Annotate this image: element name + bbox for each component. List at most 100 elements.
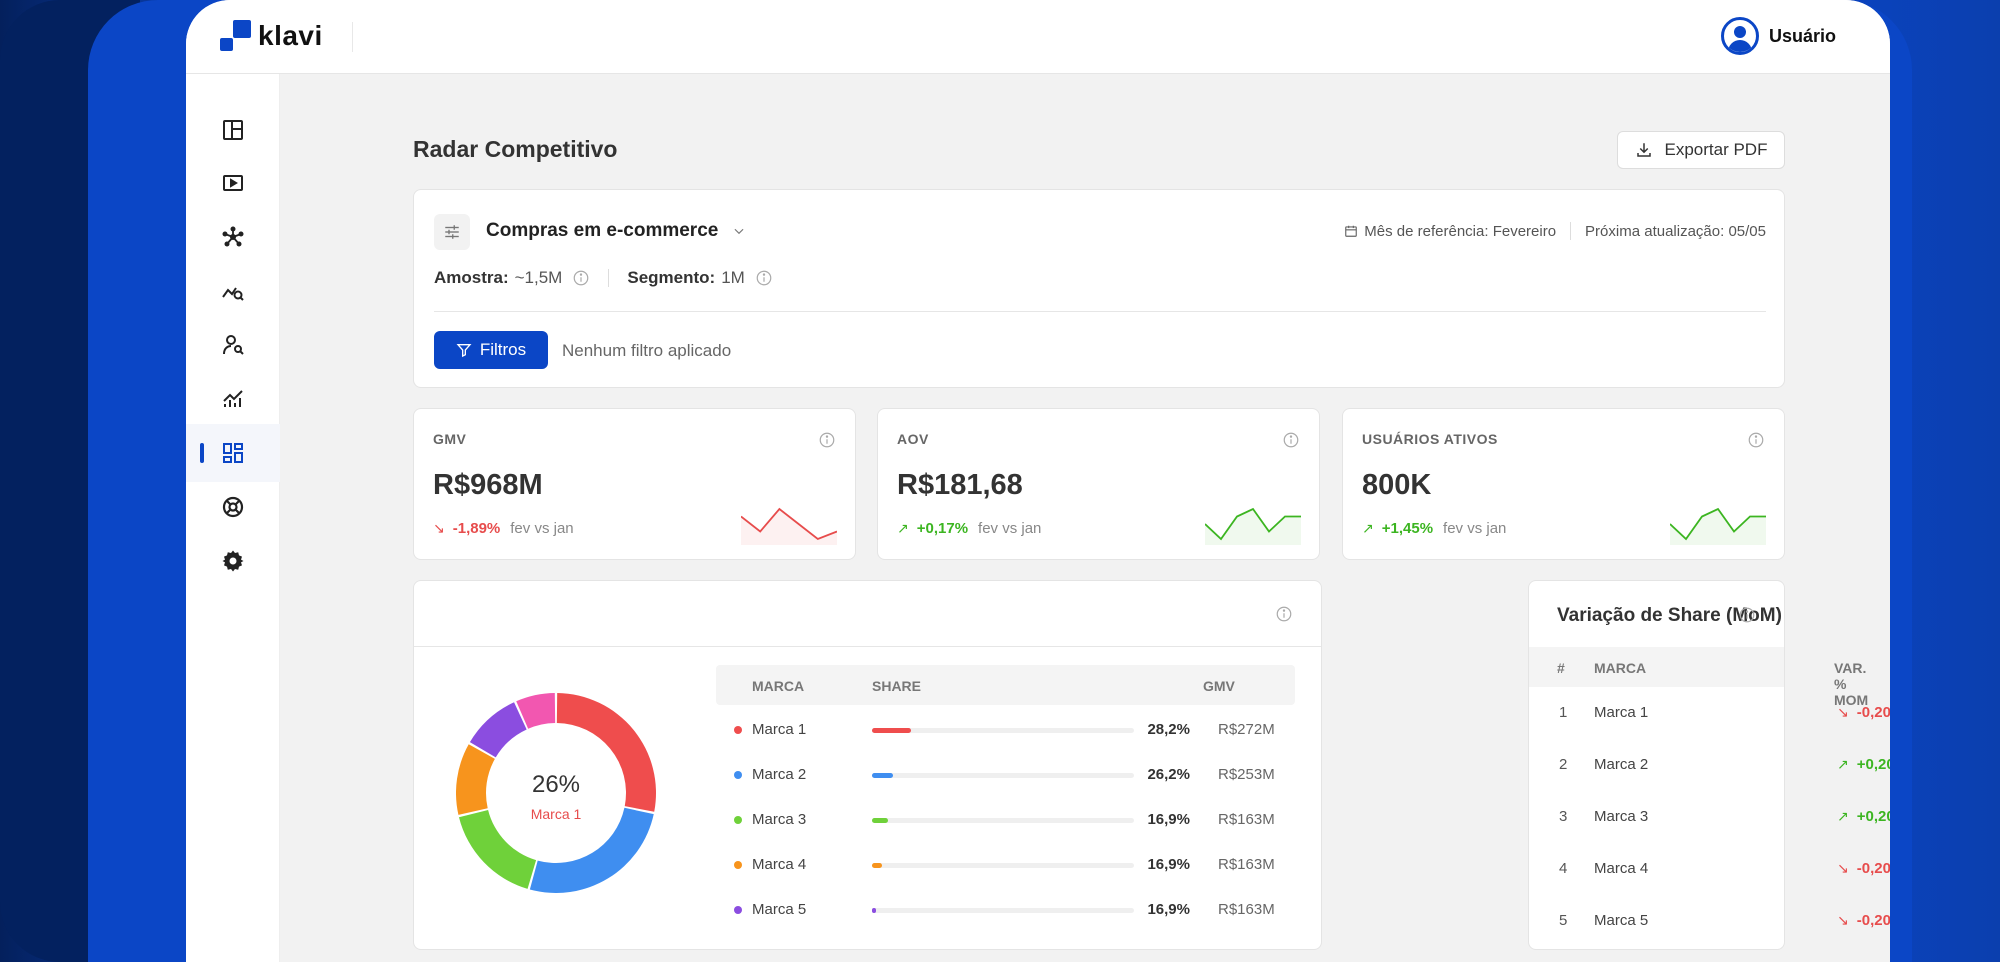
mom-variation-value: -0,20pp <box>1856 912 1890 929</box>
gmv-value: R$163M <box>1218 901 1275 918</box>
table-row[interactable]: 1 Marca 1 ↘ -0,20pp <box>1529 693 1890 733</box>
share-value: 16,9% <box>1147 811 1190 828</box>
donut-slice[interactable] <box>458 809 537 889</box>
trend-chart-icon <box>223 390 243 407</box>
sidebar-item-video[interactable] <box>186 154 280 212</box>
column-header-brand: MARCA <box>752 678 805 694</box>
export-pdf-button[interactable]: Exportar PDF <box>1617 131 1785 169</box>
info-icon[interactable] <box>818 431 836 449</box>
info-icon[interactable] <box>1747 431 1765 449</box>
mom-variation: ↘ -0,20pp <box>1837 860 1890 877</box>
sidebar-item-dashboard[interactable] <box>186 424 280 482</box>
table-row[interactable]: Marca 2 26,2% R$253M <box>716 755 1295 795</box>
divider <box>1570 222 1572 240</box>
table-row[interactable]: Marca 4 16,9% R$163M <box>716 845 1295 885</box>
table-row[interactable]: 5 Marca 5 ↘ -0,20pp <box>1529 901 1890 941</box>
table-row[interactable]: 2 Marca 2 ↗ +0,20pp <box>1529 745 1890 785</box>
share-bar <box>872 728 1134 733</box>
donut-slice[interactable] <box>556 693 656 812</box>
logo[interactable]: klavi <box>220 20 323 52</box>
sparkline <box>741 507 837 545</box>
donut-slice[interactable] <box>469 702 527 758</box>
info-icon[interactable] <box>1275 605 1293 623</box>
logo-icon <box>220 20 252 52</box>
brand-name: Marca 1 <box>752 721 807 738</box>
info-icon[interactable] <box>1282 431 1300 449</box>
row-index: 4 <box>1559 860 1568 877</box>
sidebar-item-trend[interactable] <box>186 370 280 428</box>
share-bar-fill <box>872 863 883 868</box>
mom-variation: ↗ +0,20pp <box>1837 808 1890 825</box>
dashboard-icon <box>223 443 243 463</box>
table-row[interactable]: 3 Marca 3 ↗ +0,20pp <box>1529 797 1890 837</box>
brand-name: Marca 3 <box>1594 808 1649 825</box>
share-bar-fill <box>872 818 888 823</box>
donut-center-label: Marca 1 <box>530 806 582 822</box>
donut-chart[interactable] <box>456 693 656 893</box>
row-index: 1 <box>1559 704 1568 721</box>
share-bar-fill <box>872 728 912 733</box>
brand-name: Marca 5 <box>752 901 807 918</box>
table-row[interactable]: Marca 5 16,9% R$163M <box>716 890 1295 930</box>
share-bar-fill <box>872 773 893 778</box>
column-header-gmv: GMV <box>1203 678 1235 694</box>
table-row[interactable]: 4 Marca 4 ↘ -0,20pp <box>1529 849 1890 889</box>
info-icon[interactable] <box>755 269 773 287</box>
share-bar <box>872 863 1134 868</box>
funnel-icon <box>456 344 472 358</box>
donut-slice[interactable] <box>456 744 495 815</box>
column-header-brand: MARCA <box>1594 660 1647 676</box>
donut-slice[interactable] <box>516 693 556 729</box>
brand-name: Marca 4 <box>1594 860 1649 877</box>
sparkline-area <box>1670 509 1766 545</box>
kpi-delta: ↗ +1,45% fev vs jan <box>1362 520 1506 537</box>
mom-title: Variação de Share (MoM) <box>1557 605 1782 626</box>
donut-center-value: 26% <box>531 771 581 798</box>
row-index: 5 <box>1559 912 1568 929</box>
page-title: Radar Competitivo <box>413 136 618 162</box>
segment-value: 1M <box>721 268 745 287</box>
divider <box>352 22 353 52</box>
export-pdf-label: Exportar PDF <box>1664 140 1768 159</box>
arrow-down-right-icon: ↘ <box>433 520 445 536</box>
arrow-down-right-icon: ↘ <box>1837 860 1849 876</box>
table-row[interactable]: Marca 1 28,2% R$272M <box>716 710 1295 750</box>
sidebar-item-settings[interactable] <box>186 532 280 590</box>
kpi-delta: ↘ -1,89% fev vs jan <box>433 520 574 537</box>
divider <box>434 311 1766 312</box>
kpi-card-active-users: USUÁRIOS ATIVOS 800K ↗ +1,45% fev vs jan <box>1342 408 1785 560</box>
gmv-value: R$272M <box>1218 721 1275 738</box>
arrow-down-right-icon: ↘ <box>1837 704 1849 720</box>
dataset-selector[interactable]: Compras em e-commerce <box>486 220 719 241</box>
sidebar-item-user-search[interactable] <box>186 316 280 374</box>
avatar-icon <box>1720 17 1759 55</box>
kpi-delta-compare: fev vs jan <box>510 520 574 537</box>
sidebar-item-support[interactable] <box>186 478 280 536</box>
sidebar-item-layout[interactable] <box>186 101 280 159</box>
kpi-delta: ↗ +0,17% fev vs jan <box>897 520 1041 537</box>
sidebar-item-network[interactable] <box>186 208 280 266</box>
brand-name: Marca 4 <box>752 856 807 873</box>
info-icon[interactable] <box>572 269 590 287</box>
share-value: 26,2% <box>1147 766 1190 783</box>
mom-variation: ↘ -0,20pp <box>1837 704 1890 721</box>
donut-slice[interactable] <box>529 807 654 893</box>
divider <box>608 269 610 287</box>
user-menu[interactable]: Usuário <box>1720 17 1836 55</box>
share-bar <box>872 773 1134 778</box>
arrow-up-right-icon: ↗ <box>1837 808 1849 824</box>
mom-card: Variação de Share (MoM) # MARCA VAR. % M… <box>1528 580 1890 950</box>
info-icon[interactable] <box>1738 606 1756 624</box>
sidebar-item-chart-search[interactable] <box>186 262 280 320</box>
filter-settings-button[interactable] <box>434 214 470 250</box>
table-row[interactable]: Marca 3 16,9% R$163M <box>716 800 1295 840</box>
kpi-delta-value: +1,45% <box>1381 520 1434 537</box>
chevron-down-icon[interactable] <box>732 224 746 238</box>
filters-button-label: Filtros <box>479 340 527 359</box>
brand-name: Marca 5 <box>1594 912 1649 929</box>
filters-button[interactable]: Filtros <box>434 331 548 369</box>
arrow-up-right-icon: ↗ <box>897 520 909 536</box>
gmv-value: R$163M <box>1218 811 1275 828</box>
user-search-icon <box>223 335 244 355</box>
kpi-label: USUÁRIOS ATIVOS <box>1362 431 1498 447</box>
